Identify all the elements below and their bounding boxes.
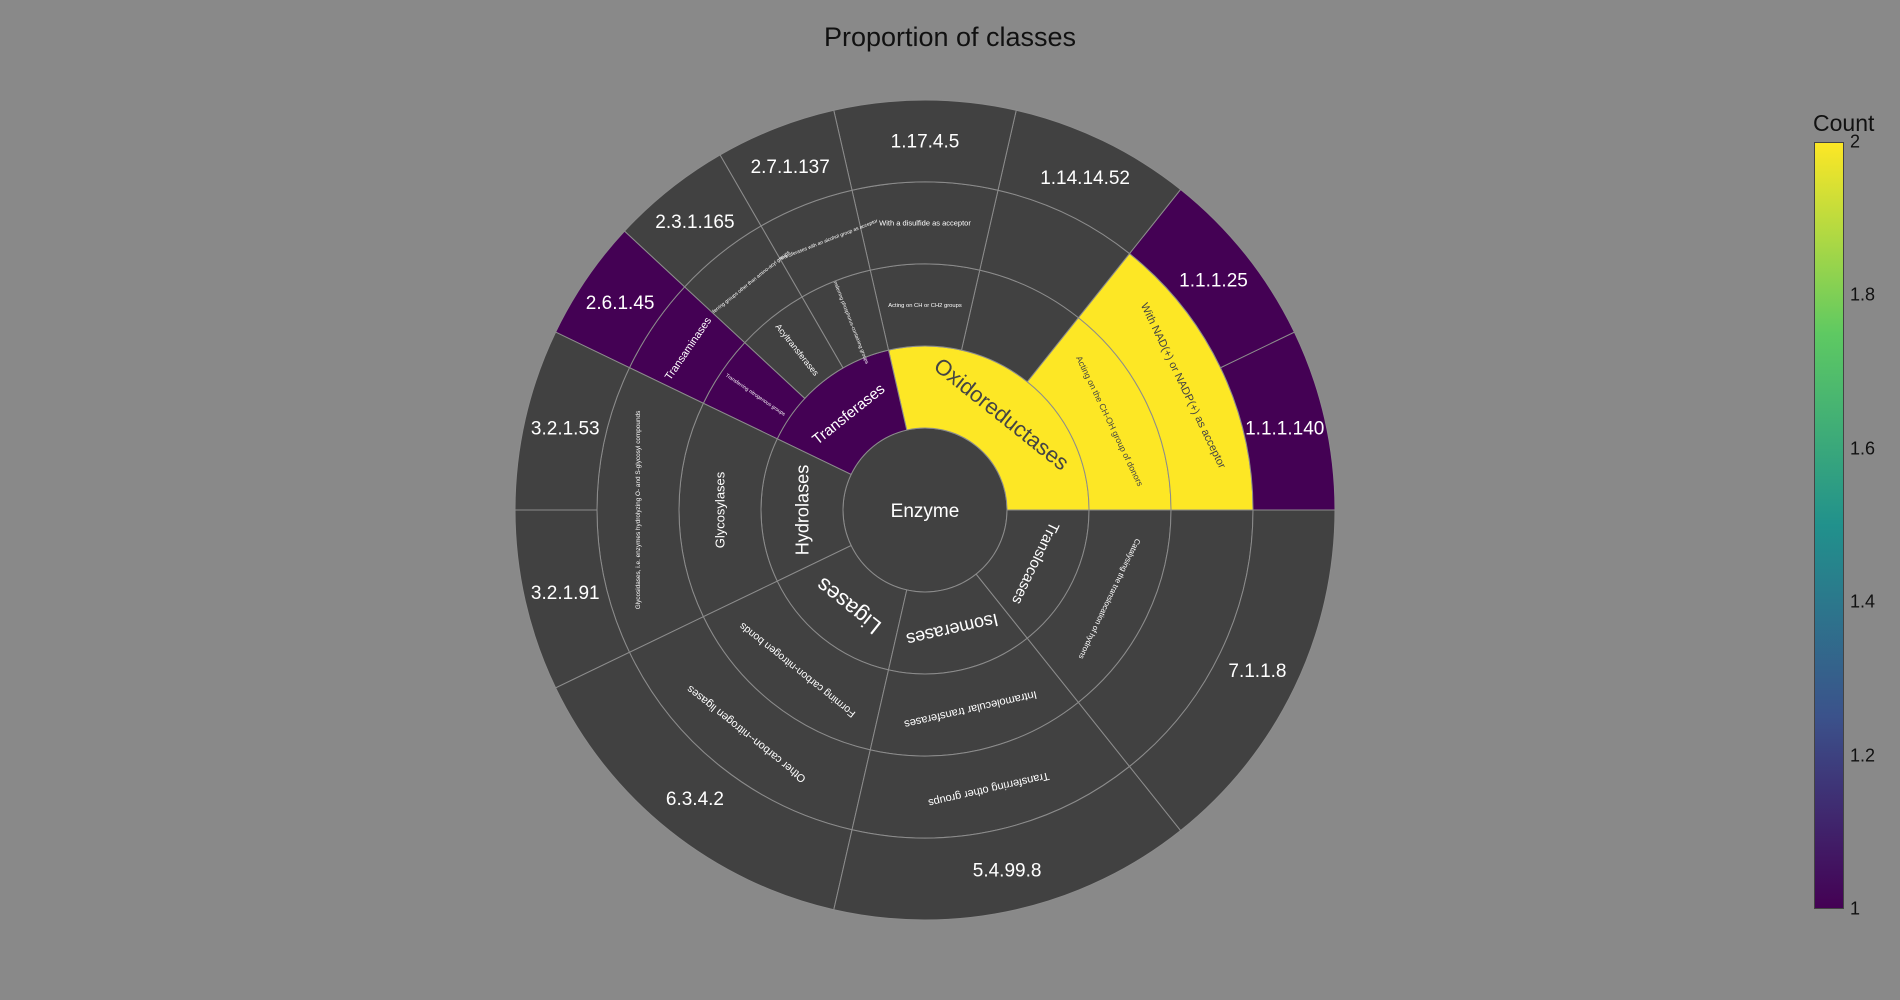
- chart-title: Proportion of classes: [823, 22, 1077, 52]
- sunburst-sector-e5[interactable]: [719, 109, 853, 227]
- sunburst-sector-e7[interactable]: [554, 230, 686, 369]
- sunburst-sector-e11[interactable]: [833, 765, 1182, 921]
- colorbar-tick-label: 2: [1850, 131, 1861, 152]
- sunburst-sector-e2[interactable]: [1128, 188, 1296, 369]
- sunburst-label-e11: 5.4.99.8: [973, 860, 1042, 881]
- colorbar-tick-label: 1: [1850, 898, 1861, 919]
- sunburst-sector-e9[interactable]: [514, 509, 631, 689]
- sunburst-label-e5: 2.7.1.137: [751, 157, 830, 178]
- sunburst-sector-e4[interactable]: [833, 99, 1017, 191]
- colorbar-tick-label: 1.6: [1850, 438, 1876, 459]
- sunburst-label-oxi-c: Acting on CH or CH2 groups: [888, 303, 962, 309]
- sunburst-label-e7: 2.6.1.45: [586, 293, 655, 314]
- sunburst-label-e9: 3.2.1.91: [531, 583, 600, 604]
- sunburst-label-hyd-a: Glycosylases: [713, 471, 728, 548]
- colorbar-title: Count: [1813, 110, 1875, 136]
- sunburst-root-label: Enzyme: [891, 501, 960, 522]
- sunburst-label-e1: 1.1.1.140: [1245, 419, 1324, 440]
- sunburst-label-e3: 1.14.14.52: [1040, 168, 1130, 189]
- sunburst-label-hyd-a-1: Glycosidases, i.e. enzymes hydrolyzing O…: [635, 411, 642, 610]
- colorbar-tick-label: 1.8: [1850, 284, 1876, 305]
- sunburst-label-e2: 1.1.1.25: [1179, 271, 1248, 292]
- sunburst-label-e12: 7.1.1.8: [1228, 661, 1286, 682]
- sunburst-sector-e8[interactable]: [514, 331, 631, 511]
- colorbar-tick-label: 1.4: [1850, 591, 1876, 612]
- sunburst-label-hyd: Hydrolases: [792, 465, 812, 556]
- sunburst-sector-e6[interactable]: [623, 154, 762, 288]
- sunburst-sector-e12[interactable]: [1128, 509, 1336, 832]
- sunburst-sector-e10[interactable]: [554, 651, 853, 911]
- sunburst-label-e4: 1.17.4.5: [891, 132, 960, 153]
- colorbar-tick-label: 1.2: [1850, 745, 1876, 766]
- sunburst-label-e8: 3.2.1.53: [531, 419, 600, 440]
- sunburst-label-e10: 6.3.4.2: [666, 789, 724, 810]
- sunburst-label-e6: 2.3.1.165: [655, 212, 734, 233]
- colorbar: [1814, 142, 1844, 909]
- sunburst-label-oxi-c-1: With a disulfide as acceptor: [879, 219, 971, 228]
- sunburst-sector-e3[interactable]: [997, 109, 1182, 255]
